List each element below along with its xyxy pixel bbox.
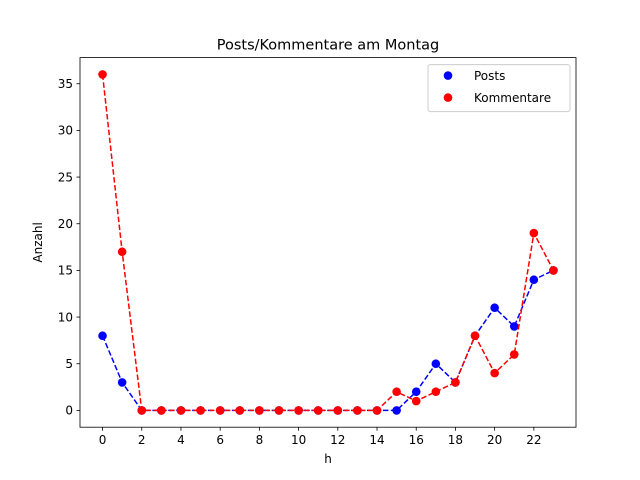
axes-frame bbox=[79, 57, 577, 428]
y-tick-label: 0 bbox=[65, 404, 73, 418]
data-point-posts bbox=[509, 322, 519, 331]
x-tick-label: 16 bbox=[409, 433, 424, 447]
data-point-kommentare bbox=[333, 406, 343, 415]
data-point-kommentare bbox=[137, 406, 147, 415]
data-point-kommentare bbox=[549, 266, 558, 275]
data-point-posts bbox=[117, 378, 127, 387]
y-tick-label: 35 bbox=[58, 77, 73, 91]
data-point-kommentare bbox=[98, 70, 107, 79]
y-tick-label: 5 bbox=[65, 357, 73, 371]
data-point-kommentare bbox=[470, 331, 480, 341]
y-axis-label: Anzahl bbox=[31, 222, 45, 262]
x-tick-label: 6 bbox=[216, 433, 224, 447]
x-tick-label: 14 bbox=[369, 433, 384, 447]
x-axis-label: h bbox=[324, 452, 332, 466]
data-point-kommentare bbox=[509, 350, 519, 359]
data-point-kommentare bbox=[313, 406, 323, 415]
x-tick-label: 12 bbox=[330, 433, 345, 447]
y-tick-label: 10 bbox=[58, 310, 73, 324]
data-point-kommentare bbox=[274, 406, 284, 415]
legend-marker-posts bbox=[443, 71, 453, 80]
plot-area: 0 2 4 6 8 10 12 14 16 18 20 22 0 5 10 15 20 25 30 35 bbox=[58, 57, 577, 447]
data-point-posts bbox=[98, 331, 107, 341]
data-point-posts bbox=[392, 406, 401, 415]
x-tick-label: 2 bbox=[138, 433, 146, 447]
data-point-posts bbox=[431, 359, 441, 369]
data-point-kommentare bbox=[392, 387, 401, 397]
data-point-kommentare bbox=[157, 406, 166, 415]
y-tick-label: 20 bbox=[58, 217, 73, 231]
data-point-kommentare bbox=[176, 406, 186, 415]
legend: Posts Kommentare bbox=[427, 64, 571, 113]
y-tick-label: 15 bbox=[58, 264, 73, 278]
x-tick-label: 0 bbox=[99, 433, 107, 447]
legend-label-posts: Posts bbox=[474, 69, 505, 83]
data-point-kommentare bbox=[372, 406, 382, 415]
data-point-kommentare bbox=[451, 378, 460, 387]
legend-label-kommentare: Kommentare bbox=[474, 91, 551, 105]
x-tick-label: 8 bbox=[256, 433, 264, 447]
legend-marker-kommentare bbox=[443, 93, 453, 102]
x-tick-label: 20 bbox=[487, 433, 502, 447]
data-point-kommentare bbox=[255, 406, 264, 415]
y-tick-label: 25 bbox=[58, 170, 73, 184]
x-tick-label: 4 bbox=[177, 433, 185, 447]
x-tick-label: 10 bbox=[291, 433, 306, 447]
data-point-kommentare bbox=[215, 406, 225, 415]
data-point-posts bbox=[490, 303, 499, 313]
x-tick-label: 22 bbox=[526, 433, 541, 447]
legend-frame bbox=[427, 64, 571, 113]
y-tick-label: 30 bbox=[58, 124, 73, 138]
data-point-kommentare bbox=[235, 406, 245, 415]
data-point-kommentare bbox=[353, 406, 362, 415]
x-tick-label: 18 bbox=[448, 433, 463, 447]
data-point-kommentare bbox=[431, 387, 441, 397]
data-point-kommentare bbox=[294, 406, 303, 415]
data-point-kommentare bbox=[529, 228, 539, 238]
data-point-kommentare bbox=[196, 406, 205, 415]
data-point-kommentare bbox=[490, 368, 499, 378]
data-point-kommentare bbox=[117, 247, 127, 257]
data-point-posts bbox=[411, 387, 421, 397]
data-point-posts bbox=[529, 275, 539, 285]
data-point-kommentare bbox=[411, 396, 421, 406]
chart-title: Posts/Kommentare am Montag bbox=[217, 38, 440, 54]
